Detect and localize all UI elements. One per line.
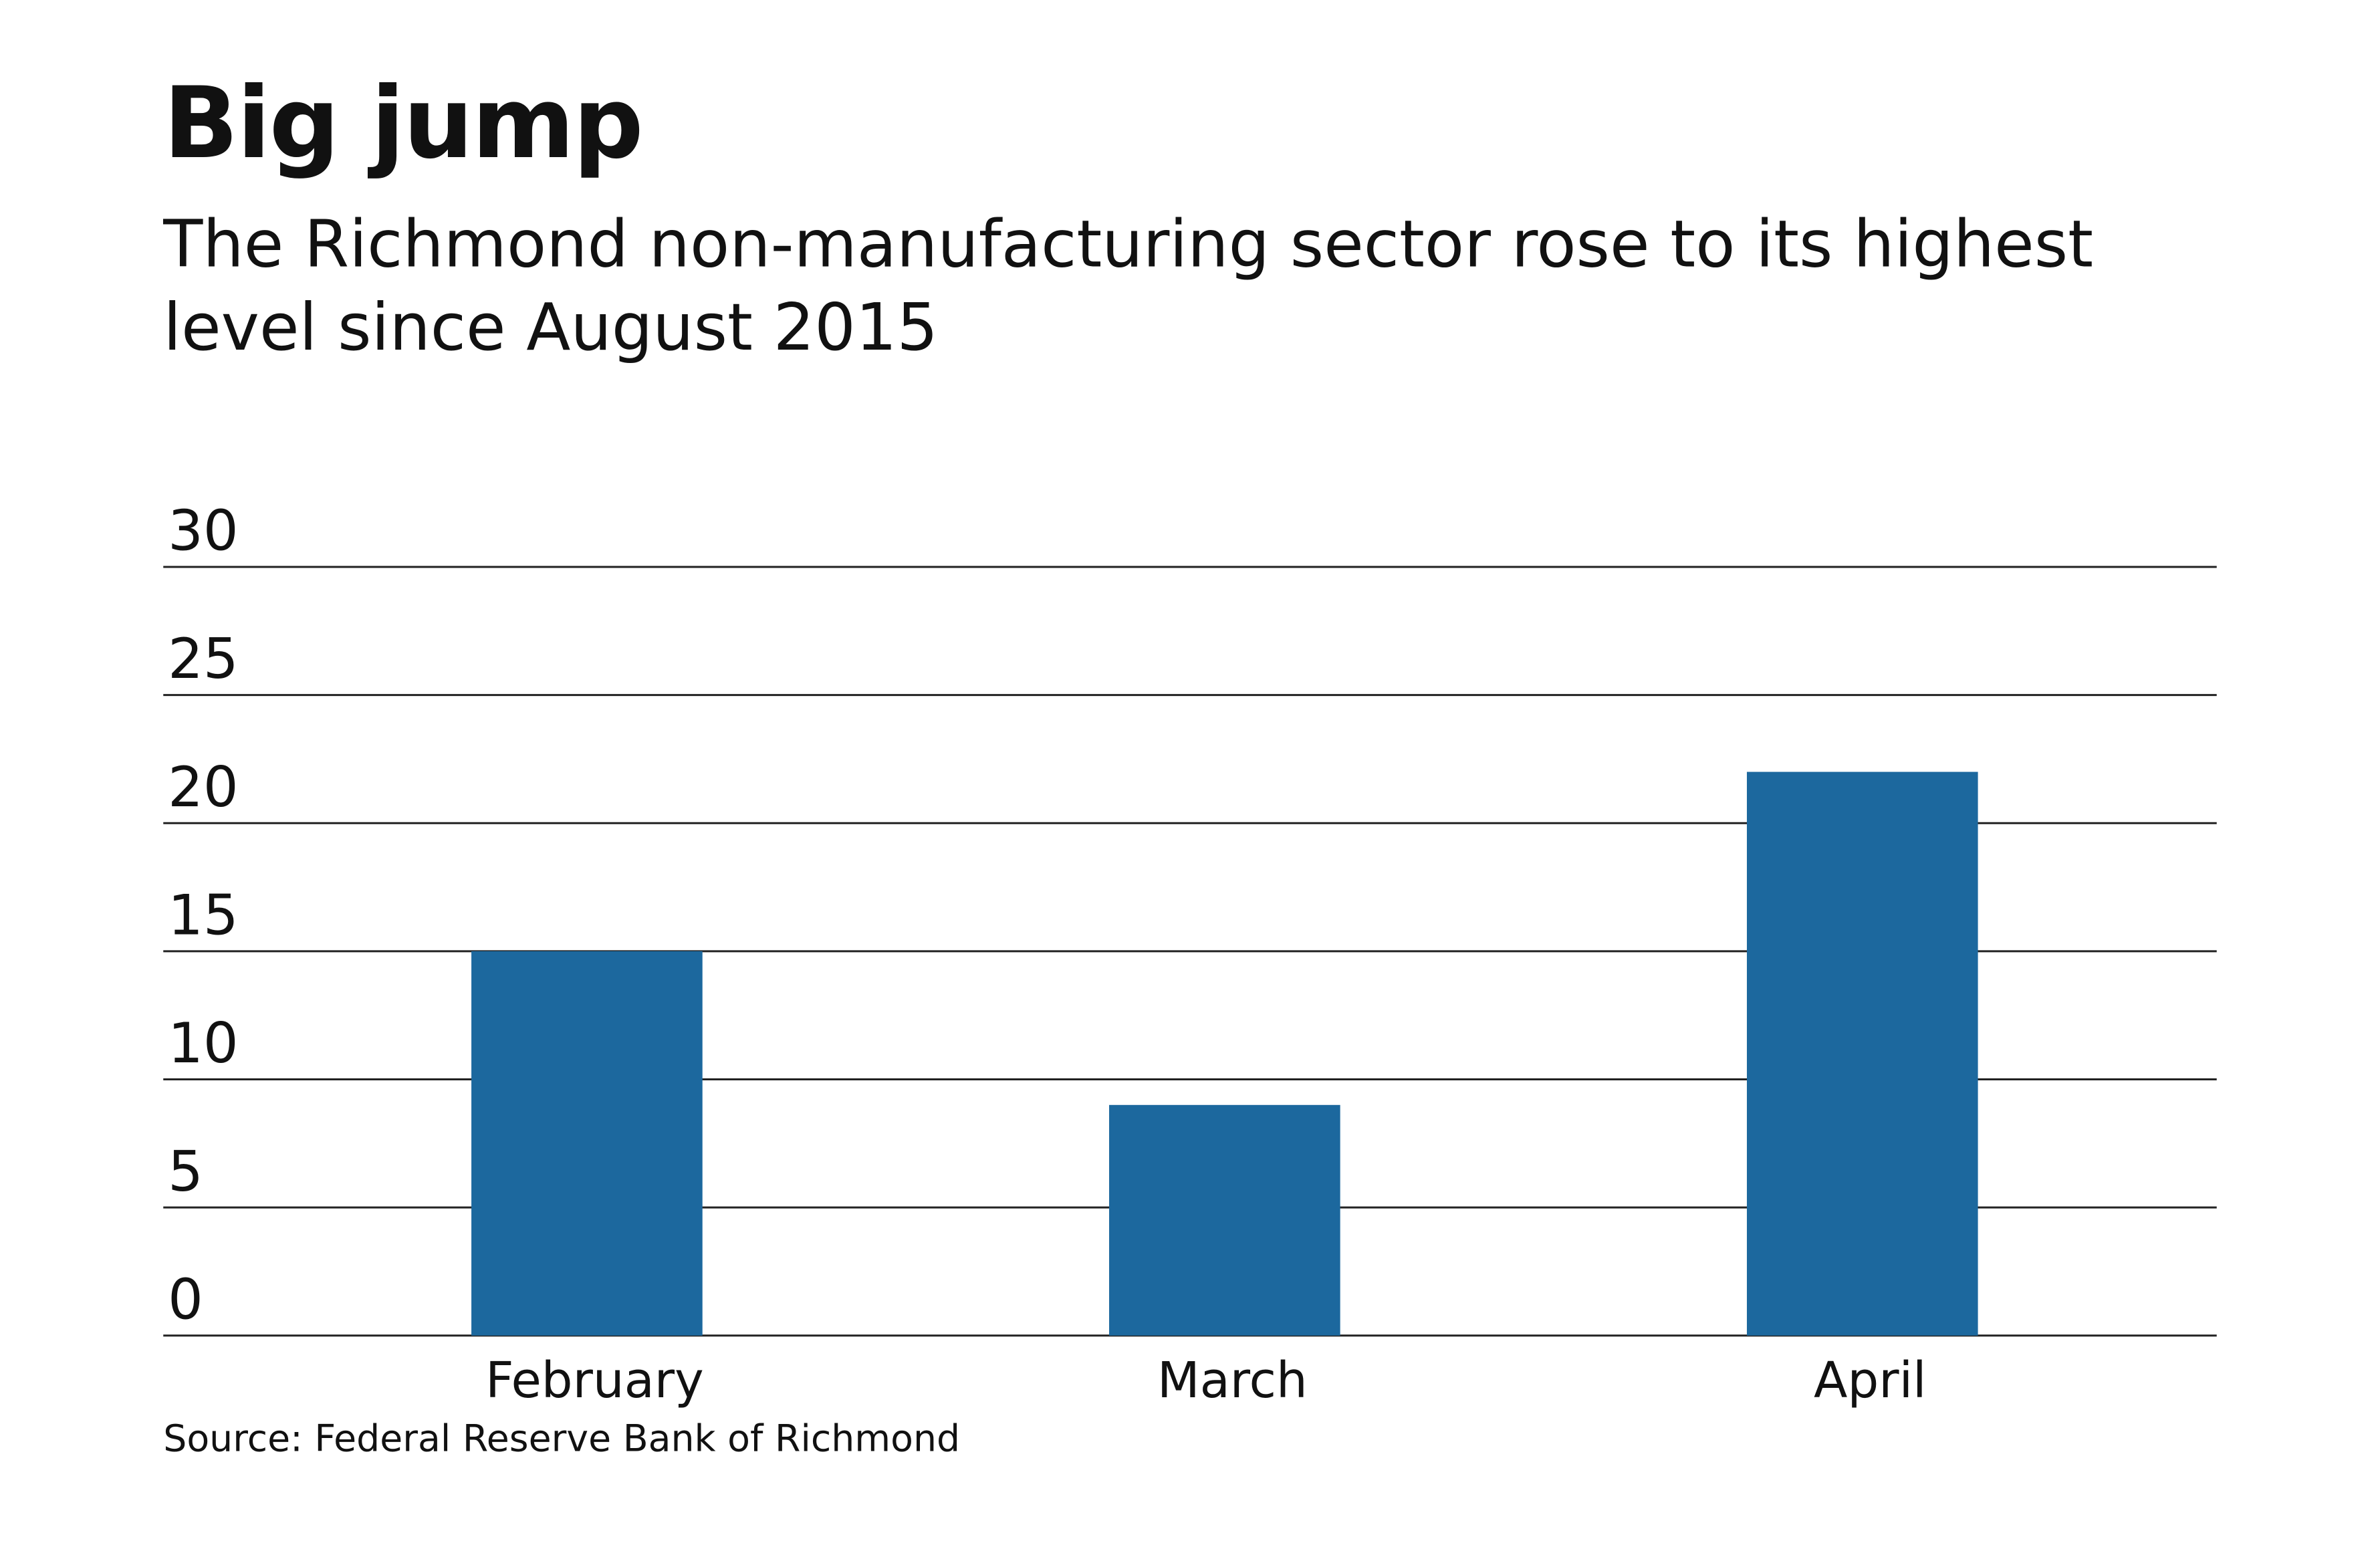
bar bbox=[1109, 1104, 1340, 1336]
x-tick-label: April bbox=[1814, 1352, 1927, 1409]
x-tick-label: February bbox=[485, 1352, 704, 1409]
y-tick-label: 20 bbox=[168, 755, 239, 820]
bar bbox=[471, 951, 703, 1336]
y-tick-label: 25 bbox=[168, 626, 239, 691]
bar bbox=[1746, 771, 1978, 1336]
y-tick-label: 10 bbox=[168, 1011, 239, 1076]
y-tick-label: 30 bbox=[168, 499, 239, 564]
y-tick-label: 15 bbox=[168, 882, 239, 947]
x-tick-label: March bbox=[1157, 1352, 1308, 1409]
chart-title: Big jump bbox=[163, 68, 643, 182]
chart-subtitle: The Richmond non-manufacturing sector ro… bbox=[163, 206, 2094, 366]
y-tick-label: 5 bbox=[168, 1139, 203, 1204]
y-tick-label: 0 bbox=[168, 1267, 203, 1332]
source-note: Source: Federal Reserve Bank of Richmond bbox=[163, 1418, 960, 1461]
